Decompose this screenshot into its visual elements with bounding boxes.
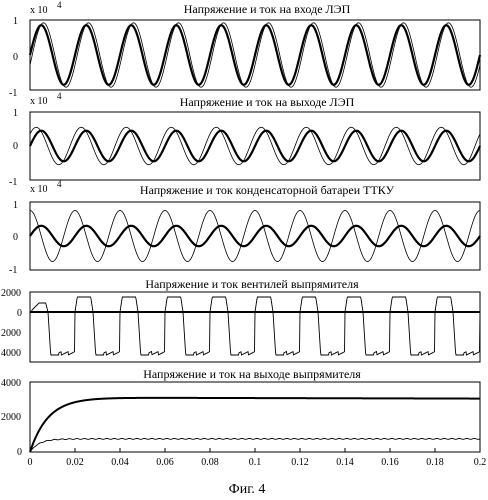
x-tick-label: 0.04	[111, 457, 129, 468]
panel-4-ytick-label: 2000	[1, 328, 21, 339]
panel-3-ytick-label: 0	[13, 232, 18, 243]
panel-1-title: Напряжение и ток на входе ЛЭП	[184, 2, 351, 16]
panel-1-ytick-label: 1	[13, 16, 18, 27]
panel-1-scale-label: x 10	[30, 5, 48, 16]
panel-5-ytick-label: 4000	[1, 378, 21, 389]
panel-5-frame	[30, 382, 480, 452]
panel-5-ytick-label: 0	[17, 447, 22, 458]
panel-2-ytick-label: 1	[13, 108, 18, 119]
x-tick-label: 0.1	[249, 457, 262, 468]
x-tick-label: 0	[28, 457, 33, 468]
panel-3-series-thick	[30, 226, 480, 246]
panel-4-series-thin	[30, 297, 480, 355]
panel-4: Напряжение и ток вентилей выпрямителя 20…	[1, 277, 480, 362]
x-tick-label: 0.16	[381, 457, 399, 468]
panel-2-series-thick	[30, 131, 480, 162]
x-tick-label: 0.08	[201, 457, 219, 468]
x-tick-label: 0.06	[156, 457, 174, 468]
panel-2-ytick-label: 0	[13, 141, 18, 152]
panel-5-series-thick	[30, 398, 480, 452]
panel-1-series-thick	[30, 25, 480, 84]
panel-5-title: Напряжение и ток на выходе выпрямителя	[143, 367, 361, 381]
x-tick-label: 0.2	[474, 457, 487, 468]
panel-5-ytick-label: 2000	[1, 412, 21, 423]
panel-1: Напряжение и ток на входе ЛЭП x 10 4 1 0…	[9, 0, 480, 99]
x-tick-label: 0.14	[336, 457, 354, 468]
panel-2-scale-exponent: 4	[57, 91, 62, 101]
panel-4-ytick-label: 2000	[1, 288, 21, 299]
x-tick-label: 0.18	[426, 457, 444, 468]
panel-1-scale-exponent: 4	[57, 0, 62, 10]
panel-3: Напряжение и ток конденсаторной батареи …	[9, 179, 480, 276]
panel-4-ytick-label: 4000	[1, 348, 21, 359]
panel-3-scale-label: x 10	[30, 184, 48, 195]
panel-3-ytick-label: 1	[13, 200, 18, 211]
panel-3-scale-exponent: 4	[57, 179, 62, 189]
panel-5: Напряжение и ток на выходе выпрямителя 4…	[1, 367, 486, 468]
panel-1-ytick-label: -1	[9, 88, 17, 99]
figure-caption: Фиг. 4	[229, 482, 266, 497]
panel-2-scale-label: x 10	[30, 96, 48, 107]
panel-4-ytick-label: 0	[17, 308, 22, 319]
panel-3-ytick-label: -1	[9, 265, 17, 276]
x-tick-label: 0.02	[66, 457, 84, 468]
panel-4-title: Напряжение и ток вентилей выпрямителя	[145, 277, 359, 291]
panel-2-ytick-label: -1	[9, 177, 17, 188]
panel-5-x-axis: 0 0.02 0.04 0.06 0.08 0.1 0.12 0.14 0.16 0.18 0.2	[28, 448, 487, 468]
panel-1-ytick-label: 0	[13, 52, 18, 63]
panel-2: Напряжение и ток на выходе ЛЭП x 10 4 1 …	[9, 91, 480, 188]
panel-2-title: Напряжение и ток на выходе ЛЭП	[180, 95, 355, 109]
panel-3-title: Напряжение и ток конденсаторной батареи …	[140, 183, 395, 197]
x-tick-label: 0.12	[291, 457, 309, 468]
